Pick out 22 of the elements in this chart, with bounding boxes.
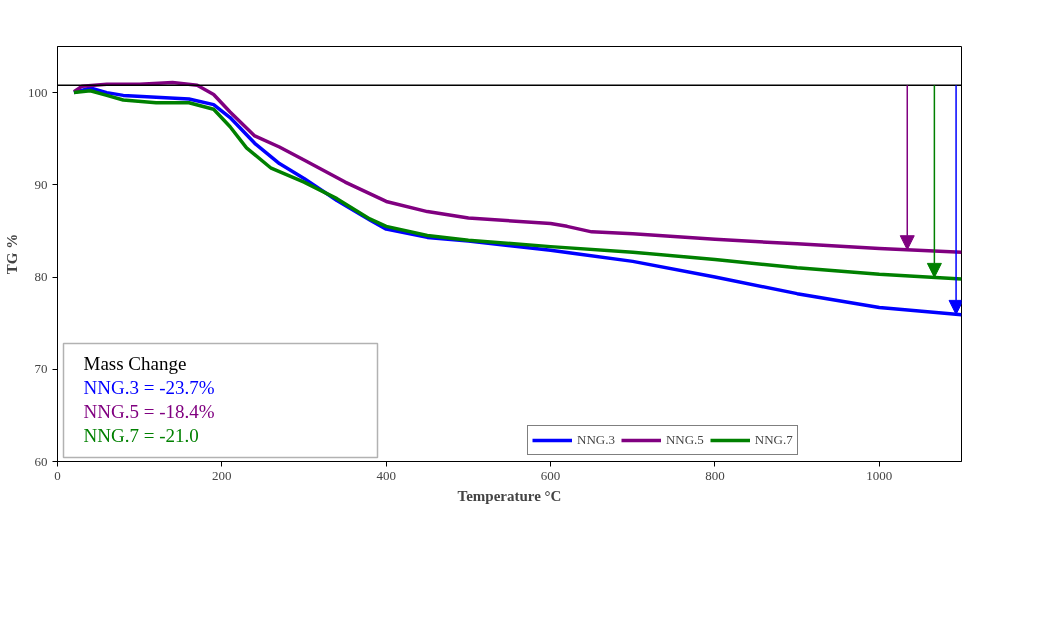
annotation: NNG.5 = -18.4% [83,400,215,422]
legend-label: NNG.3 [577,432,615,448]
x-tick-label: 600 [540,467,561,483]
annotation: Mass Change [83,352,187,374]
x-tick-label: 800 [705,467,725,483]
line-series [72,80,962,254]
x-tick-label: 0 [54,467,61,483]
x-tick-label: 1000 [866,467,893,483]
y-tick-label: 70 [34,361,48,377]
y-tick-label: 90 [34,176,48,192]
x-axis-title: Temperature °C [457,487,562,504]
legend-label: NNG.7 [754,432,793,448]
annotation: NNG.7 = -21.0 [83,424,199,446]
y-tick-label: 80 [34,269,48,285]
legend-label: NNG.5 [665,432,704,448]
y-tick-label: 60 [34,453,48,469]
x-tick-label: 200 [212,467,232,483]
y-axis-title: TG % [4,233,20,275]
x-tick-label: 400 [376,467,396,483]
line-series [72,89,962,281]
y-tick-label: 100 [28,84,48,100]
annotation: NNG.3 = -23.7% [83,376,215,398]
